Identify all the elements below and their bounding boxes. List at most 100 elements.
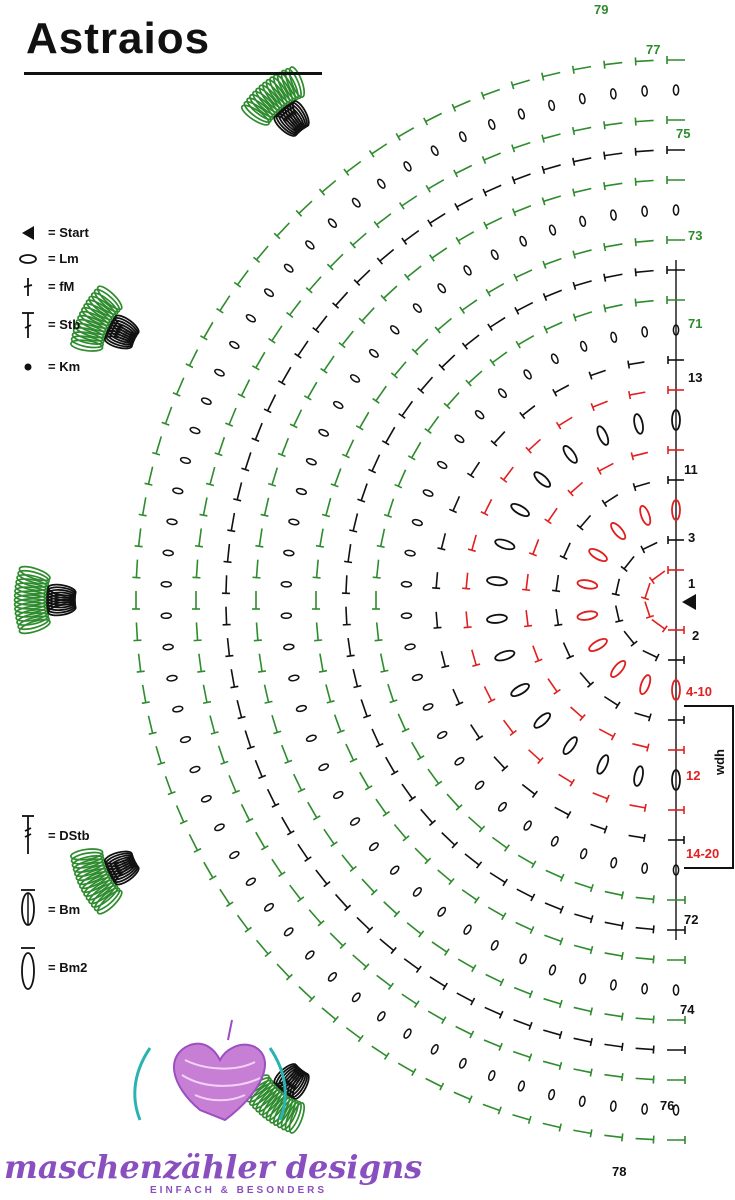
stitch-mark — [574, 280, 592, 287]
stitch-mark — [245, 877, 257, 886]
stitch-mark — [589, 1007, 593, 1016]
stitch-mark — [578, 92, 586, 105]
stitch-mark — [390, 946, 397, 955]
stitch-mark — [380, 669, 389, 673]
stitch-mark — [93, 887, 121, 912]
stitch-mark — [327, 218, 338, 228]
stitch-mark — [441, 664, 450, 669]
stitch-mark — [604, 890, 623, 897]
stitch-mark — [646, 743, 650, 752]
stitch-mark — [318, 763, 330, 772]
stitch-mark — [566, 810, 572, 819]
stitch-mark — [671, 499, 681, 521]
stitch-mark — [245, 314, 257, 323]
stitch-mark — [466, 472, 475, 479]
stitch-mark — [510, 503, 530, 517]
stitch-mark — [482, 1103, 501, 1112]
stitch-mark — [497, 1106, 502, 1115]
stitch-mark — [513, 173, 531, 181]
stitch-mark — [379, 653, 386, 672]
stitch-mark — [487, 1070, 496, 1082]
stitch-mark — [349, 374, 361, 383]
stitch-mark — [592, 400, 608, 408]
stitch-mark — [443, 948, 450, 956]
stitch-mark — [634, 147, 637, 156]
stitch-mark — [543, 164, 561, 171]
stitch-mark — [217, 745, 226, 764]
stitch-mark — [298, 200, 313, 214]
legend-fm: = fM — [18, 276, 178, 296]
stitch-mark — [620, 1012, 624, 1021]
stitch-mark — [548, 99, 556, 112]
stitch-mark — [634, 481, 651, 488]
stitch-mark — [517, 1080, 526, 1092]
stitch-mark — [240, 104, 270, 126]
stitch-mark — [559, 905, 564, 914]
stitch-mark — [166, 674, 178, 682]
stitch-mark — [364, 785, 373, 791]
stitch-mark — [264, 700, 273, 704]
stitch-mark — [397, 469, 407, 487]
stitch-mark — [333, 714, 342, 732]
stitch-mark — [338, 342, 346, 349]
stitch-mark — [502, 466, 514, 481]
stitch-mark — [509, 729, 517, 736]
stitch-mark — [289, 300, 302, 316]
stitch-mark — [542, 71, 561, 78]
stitch-mark — [640, 596, 650, 601]
stitch-mark — [468, 370, 483, 384]
stitch-mark — [548, 964, 557, 976]
stitch-mark — [403, 1028, 412, 1039]
stitch-mark — [436, 460, 448, 470]
stitch-mark — [454, 756, 465, 766]
stitch-mark — [451, 841, 459, 849]
stitch-mark — [379, 248, 395, 262]
stitch-mark — [266, 788, 277, 806]
stitch-mark — [412, 303, 422, 313]
stitch-mark — [513, 205, 532, 214]
stitch-mark — [635, 1077, 654, 1081]
stitch-mark — [422, 703, 434, 711]
stitch-mark — [345, 160, 362, 173]
stitch-mark — [629, 391, 646, 396]
stitch-mark — [226, 901, 234, 908]
stitch-mark — [437, 906, 447, 917]
stitch-mark — [635, 269, 654, 274]
stitch-mark — [620, 1133, 624, 1142]
stitch-mark — [604, 243, 623, 248]
stitch-mark — [297, 787, 306, 793]
stitch-mark — [255, 559, 259, 578]
stitch-mark — [542, 133, 561, 140]
stitch-mark — [634, 268, 637, 277]
stitch-mark — [263, 408, 272, 414]
stitch-mark — [375, 559, 380, 578]
stitch-mark — [468, 816, 483, 830]
stitch-mark — [400, 580, 413, 588]
stitch-mark — [512, 79, 530, 87]
stitch-mark — [514, 306, 520, 315]
stitch-mark — [323, 355, 335, 372]
stitch-mark — [202, 684, 208, 703]
stitch-mark — [351, 197, 361, 208]
stitch-mark — [400, 612, 413, 620]
stitch-mark — [330, 841, 338, 847]
stitch-mark — [635, 1017, 654, 1021]
stitch-mark — [214, 368, 225, 377]
stitch-mark — [485, 288, 491, 297]
stitch-mark — [144, 482, 153, 486]
stitch-mark — [389, 865, 400, 875]
stitch-mark — [464, 334, 480, 347]
stitch-mark — [71, 331, 105, 345]
stitch-mark — [642, 649, 658, 659]
stitch-mark — [327, 972, 338, 982]
stitch-mark — [271, 325, 283, 342]
stitch-mark — [315, 559, 319, 578]
stitch-mark — [443, 402, 451, 410]
stitch-mark — [483, 152, 501, 161]
stitch-mark — [498, 1010, 504, 1019]
stitch-mark — [200, 397, 212, 406]
legend-start: = Start — [18, 222, 178, 242]
stitch-mark — [458, 131, 467, 143]
round-label-76: 76 — [660, 1098, 675, 1113]
stitch-mark — [635, 926, 654, 931]
